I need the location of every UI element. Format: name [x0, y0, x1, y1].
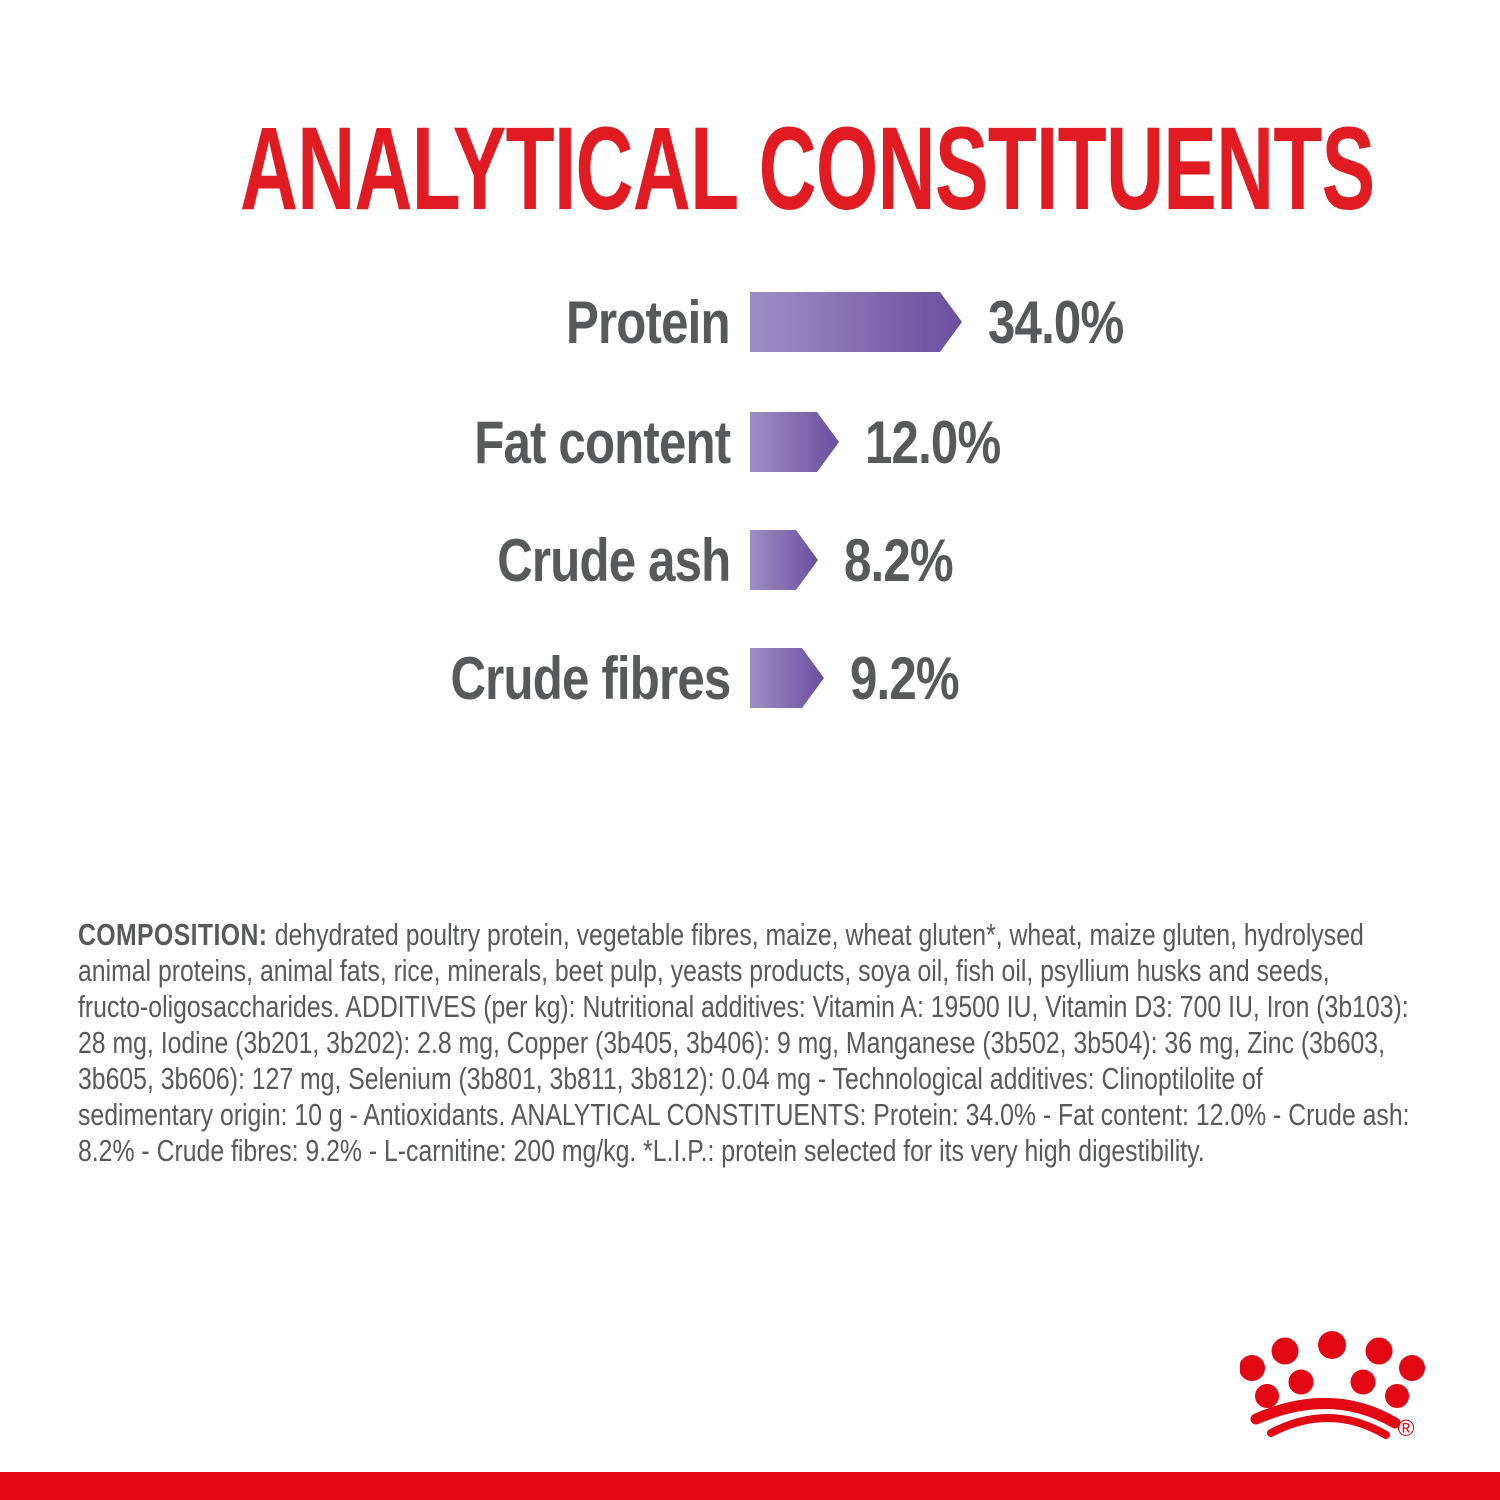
bar-value: 12.0%: [865, 408, 1001, 476]
composition-line: 3b605, 3b606): 127 mg, Selenium (3b801, …: [78, 1061, 1263, 1096]
composition-line: sedimentary origin: 10 g - Antioxidants.…: [78, 1097, 1410, 1132]
bar-label: Protein: [566, 288, 731, 356]
crown-arcs: [1250, 1397, 1401, 1439]
royal-canin-crown-logo: ®: [1240, 1331, 1425, 1441]
bar: [750, 648, 824, 708]
bar-value: 9.2%: [850, 644, 960, 712]
bar: [750, 530, 818, 590]
bar-label: Crude fibres: [450, 644, 731, 712]
bar-label: Crude ash: [496, 526, 731, 594]
composition-line: COMPOSITION: dehydrated poultry protein,…: [78, 917, 1364, 952]
composition-heading: COMPOSITION:: [78, 917, 275, 952]
crown-top-dots: [1240, 1331, 1425, 1381]
composition-line: animal proteins, animal fats, rice, mine…: [78, 953, 1330, 988]
bar-label: Fat content: [473, 408, 731, 476]
page-title: ANALYTICAL CONSTITUENTS: [240, 103, 1375, 236]
footer-red-stripe: [0, 1472, 1500, 1500]
bar: [750, 292, 962, 352]
composition-line: 28 mg, Iodine (3b201, 3b202): 2.8 mg, Co…: [78, 1025, 1385, 1060]
composition-text: COMPOSITION: dehydrated poultry protein,…: [78, 917, 1410, 1169]
composition-line: 8.2% - Crude fibres: 9.2% - L-carnitine:…: [78, 1133, 1205, 1168]
bar-value: 34.0%: [988, 288, 1124, 356]
bar-value: 8.2%: [844, 526, 954, 594]
crown-inner-dots: [1255, 1369, 1409, 1408]
bar: [750, 412, 839, 472]
registered-trademark-icon: ®: [1398, 1415, 1415, 1441]
composition-line: fructo-oligosaccharides. ADDITIVES (per …: [78, 989, 1409, 1024]
